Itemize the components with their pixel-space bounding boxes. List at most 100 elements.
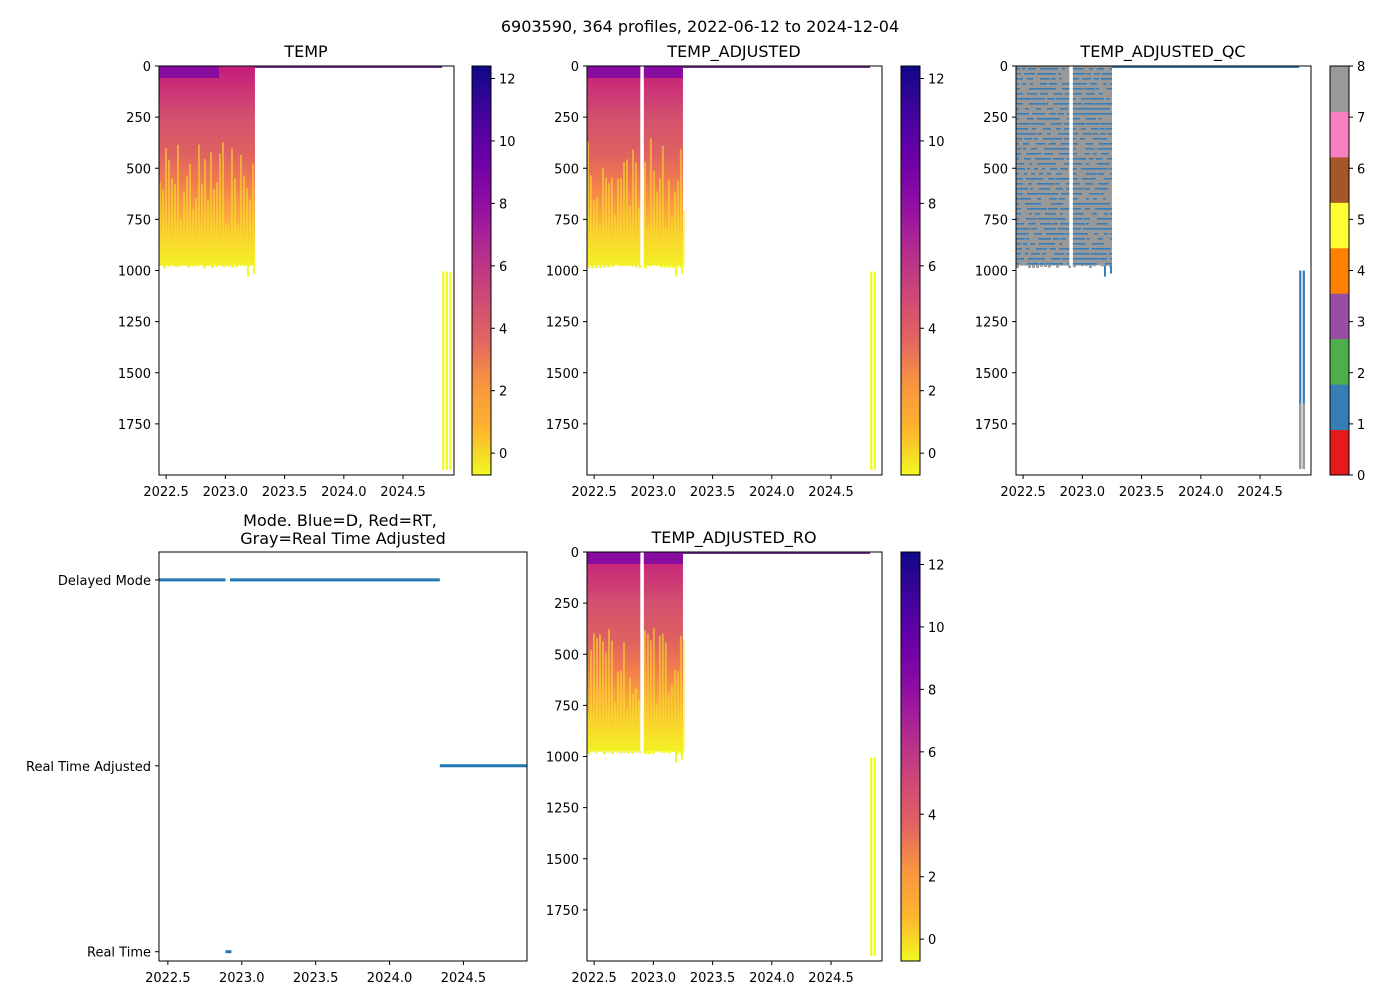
panel-temp-adjusted-qc-qc-streak — [1079, 238, 1085, 240]
panel-temp-adjusted-qc-qc-streak — [1072, 248, 1085, 250]
panel-temp-adjusted-ro-bottom-edge — [627, 751, 630, 754]
panel-temp-adjusted-qc-qc-streak — [1016, 78, 1023, 80]
panel-temp-adjusted-qc-qc-streak — [1030, 188, 1033, 190]
panel-temp-adjusted-column — [673, 191, 676, 266]
panel-temp-adjusted-qc-qc-streak — [1043, 163, 1052, 165]
panel-temp-adjusted-qc-y-tick-label: 500 — [983, 162, 1008, 177]
panel-temp-adjusted-qc-qc-streak — [1032, 128, 1036, 130]
panel-temp-adjusted-qc-qc-streak — [1022, 68, 1025, 70]
panel-temp-adjusted-surface-warm — [643, 66, 683, 78]
panel-temp-adjusted-ro-column — [632, 694, 634, 752]
panel-mode-x-tick-label: 2023.0 — [219, 971, 265, 986]
panel-temp-adjusted-qc-segment — [1072, 66, 1112, 266]
panel-temp-adjusted-qc-qc-streak — [1096, 223, 1107, 225]
panel-temp-adjusted-qc-colorbar-swatch — [1330, 338, 1349, 385]
panel-temp-adjusted-qc-qc-streak — [1080, 258, 1093, 260]
panel-temp-adjusted-qc-qc-streak — [1080, 168, 1090, 170]
panel-temp-column — [231, 148, 233, 266]
panel-temp-adjusted-ro-bottom-edge — [595, 751, 598, 754]
panel-temp-adjusted-qc-qc-streak — [1043, 138, 1054, 140]
panel-temp-adjusted-ro-colorbar-tick-label: 10 — [928, 621, 945, 636]
panel-temp-adjusted-qc-qc-streak — [1088, 193, 1099, 195]
panel-temp-adjusted-ro-bottom-edge — [607, 751, 610, 753]
panel-temp-adjusted-qc-qc-streak — [1031, 228, 1037, 230]
panel-temp-adjusted-qc-qc-streak — [1109, 233, 1112, 235]
panel-temp-adjusted-qc-bottom-edge — [1068, 265, 1071, 268]
panel-temp-adjusted-ro-bottom-edge — [635, 751, 638, 753]
panel-temp-adjusted-qc-qc-streak — [1099, 203, 1110, 205]
panel-temp-adjusted-qc-qc-streak — [1094, 103, 1104, 105]
panel-temp-adjusted-qc-qc-streak — [1048, 208, 1058, 210]
panel-temp-adjusted-qc-qc-streak — [1046, 263, 1056, 265]
panel-temp-adjusted-qc-qc-streak — [1016, 193, 1023, 195]
panel-temp-adjusted-qc-qc-streak — [1087, 258, 1100, 260]
panel-temp-adjusted-qc-qc-streak — [1072, 233, 1085, 235]
panel-temp-adjusted-qc-qc-streak — [1078, 158, 1086, 160]
panel-temp-adjusted-qc-qc-streak — [1031, 203, 1039, 205]
panel-temp-adjusted-qc-qc-streak — [1050, 118, 1056, 120]
panel-temp-adjusted-qc-qc-streak — [1016, 223, 1024, 225]
panel-temp-adjusted-qc-qc-streak — [1030, 243, 1035, 245]
panel-temp-adjusted-qc-qc-streak — [1065, 93, 1070, 95]
panel-temp-adjusted-qc-qc-streak — [1027, 263, 1039, 265]
panel-temp-adjusted-ro-column — [608, 629, 610, 752]
panel-temp-adjusted-y-ticks: 0 250 500 750 1000 1250 1500 1750 — [546, 60, 587, 433]
panel-temp-y-tick-label: 250 — [126, 111, 151, 126]
panel-temp-adjusted-bottom-edge — [647, 265, 651, 267]
panel-temp-adjusted-ro-column — [649, 640, 652, 752]
panel-temp-adjusted-qc-qc-streak — [1016, 88, 1020, 90]
panel-temp-adjusted-ro-colorbar-tick-label: 0 — [928, 933, 936, 948]
panel-temp-bottom-edge — [163, 265, 166, 269]
panel-temp-bottom-edge — [187, 265, 190, 268]
panel-temp-adjusted-column — [658, 178, 661, 266]
panel-temp-adjusted-qc-qc-streak — [1088, 108, 1100, 110]
panel-temp-adjusted-qc-qc-streak — [1031, 123, 1041, 125]
panel-temp-adjusted-qc-qc-streak — [1102, 83, 1107, 85]
panel-temp-adjusted-qc-qc-streak — [1056, 98, 1067, 100]
panel-temp-adjusted-ro-column — [658, 635, 661, 752]
panel-temp-adjusted-qc-qc-streak — [1082, 228, 1094, 230]
panel-temp-column — [204, 159, 206, 266]
panel-temp-adjusted-qc-qc-streak — [1064, 123, 1070, 125]
panel-temp-adjusted-ro-bottom-edge — [623, 751, 626, 754]
panel-temp-bottom-edge — [223, 265, 226, 268]
panel-temp-adjusted-ro-y-tick-label: 750 — [554, 699, 579, 714]
panel-temp-adjusted-qc-qc-streak — [1050, 153, 1053, 155]
panel-temp-adjusted-qc-qc-streak — [1099, 123, 1112, 125]
panel-temp-adjusted-qc-qc-streak — [1016, 103, 1023, 105]
panel-temp-adjusted-qc-qc-streak — [1096, 68, 1104, 70]
panel-temp-adjusted-qc-qc-streak — [1081, 108, 1090, 110]
panel-temp-adjusted-qc-qc-streak — [1109, 83, 1112, 85]
panel-temp-adjusted-qc-qc-streak — [1026, 98, 1035, 100]
panel-temp-adjusted-qc-qc-streak — [1056, 118, 1060, 120]
panel-temp-adjusted-ro-column — [652, 628, 655, 752]
panel-temp-adjusted-qc-qc-streak — [1084, 233, 1088, 235]
panel-temp-adjusted-qc-qc-streak — [1049, 248, 1056, 250]
panel-temp-adjusted-qc-qc-streak — [1044, 153, 1051, 155]
panel-temp-adjusted-qc-qc-streak — [1058, 228, 1069, 230]
panel-temp-adjusted-qc-qc-streak — [1072, 263, 1081, 265]
panel-temp-adjusted-qc-qc-streak — [1072, 93, 1082, 95]
panel-temp-adjusted-qc-x-tick-label: 2022.5 — [1000, 485, 1046, 500]
panel-temp-adjusted-colorbar-gradient — [901, 66, 920, 475]
panel-temp-adjusted-qc-qc-streak — [1061, 143, 1068, 145]
panel-temp-adjusted-qc-qc-streak — [1086, 238, 1090, 240]
panel-temp-adjusted-qc-qc-streak — [1093, 78, 1099, 80]
panel-temp-adjusted-ro-colorbar-tick-label: 6 — [928, 746, 936, 761]
panel-temp-adjusted-qc-qc-streak — [1051, 78, 1056, 80]
panel-temp-adjusted-qc-qc-streak — [1056, 188, 1063, 190]
panel-temp-adjusted-qc-qc-streak — [1026, 218, 1036, 220]
panel-temp-adjusted-x-tick-label: 2024.5 — [808, 485, 854, 500]
panel-temp-adjusted-qc-y-tick-label: 1250 — [975, 316, 1008, 331]
panel-temp-adjusted-ro-surface-warm — [587, 552, 641, 564]
panel-temp-adjusted-ro-x-ticks: 2022.5 2023.0 2023.5 2024.0 2024.5 — [571, 961, 854, 986]
panel-temp-adjusted-colorbar-tick-label: 6 — [928, 260, 936, 275]
panel-temp-adjusted-qc-qc-streak — [1067, 98, 1070, 100]
panel-temp-adjusted-qc-qc-streak — [1072, 193, 1082, 195]
panel-temp-x-tick-label: 2023.5 — [262, 485, 308, 500]
panel-temp-adjusted-qc-qc-streak — [1097, 173, 1104, 175]
panel-temp-adjusted-qc-qc-streak — [1079, 253, 1090, 255]
panel-temp-x-tick-label: 2024.0 — [321, 485, 367, 500]
panel-temp-adjusted-qc-qc-streak — [1024, 228, 1030, 230]
panel-temp-adjusted-ro-colorbar-tick-label: 2 — [928, 871, 936, 886]
